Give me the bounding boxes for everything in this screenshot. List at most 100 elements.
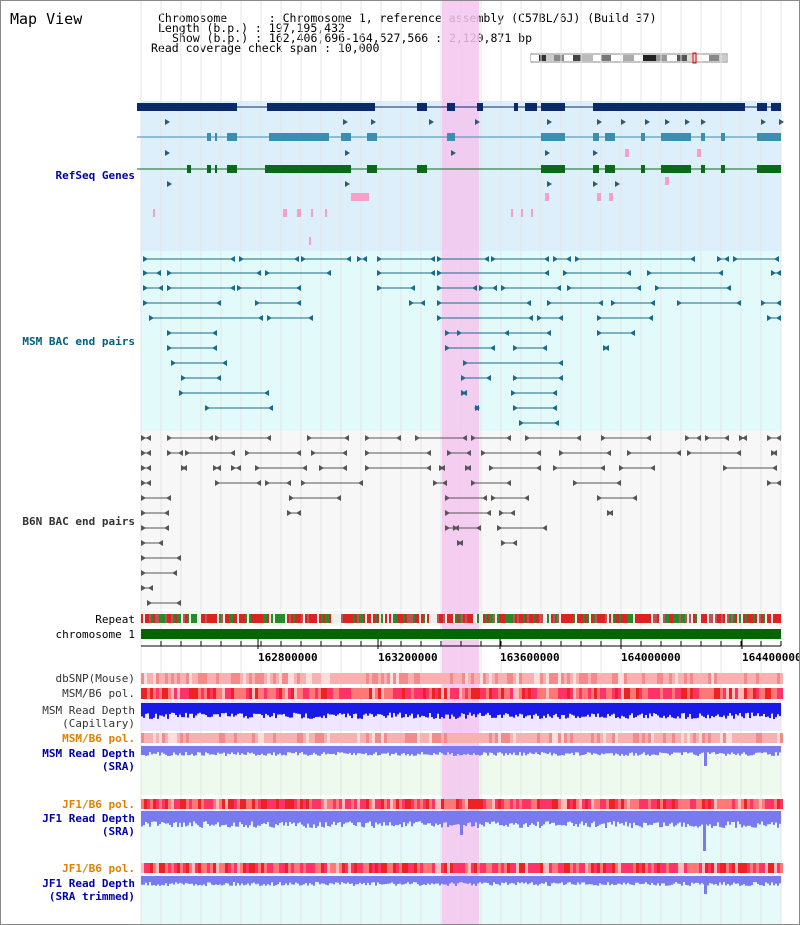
- depth-bar: [527, 703, 529, 716]
- bac-end-marker: [506, 435, 511, 441]
- depth-bar: [457, 746, 459, 754]
- heat-cell: [267, 799, 270, 809]
- depth-bar: [599, 746, 601, 756]
- repeat-segment: [225, 614, 227, 623]
- depth-bar: [281, 746, 283, 756]
- depth-bar: [409, 703, 411, 716]
- heat-cell: [693, 733, 696, 743]
- heat-cell: [453, 733, 456, 743]
- heat-cell: [615, 688, 618, 699]
- depth-bar: [165, 876, 167, 884]
- depth-bar: [749, 876, 751, 886]
- depth-bar: [739, 811, 741, 825]
- repeat-segment: [723, 614, 725, 623]
- depth-bar: [713, 703, 715, 718]
- depth-bar: [197, 811, 199, 826]
- repeat-segment: [555, 614, 557, 623]
- depth-bar: [735, 746, 737, 756]
- heat-cell: [642, 863, 645, 873]
- bac-end-marker: [724, 435, 729, 441]
- heat-cell: [705, 688, 708, 699]
- heat-cell: [672, 673, 675, 684]
- b6n-bac-track[interactable]: [141, 435, 781, 606]
- heat-cell: [249, 733, 252, 743]
- bac-end-marker: [146, 465, 151, 471]
- heat-cell: [162, 673, 165, 684]
- heat-cell: [498, 673, 501, 684]
- bac-end-marker: [627, 450, 632, 456]
- refseq-genes-track[interactable]: [137, 103, 784, 245]
- heat-cell: [183, 673, 186, 684]
- msm-bac-track-label[interactable]: MSM BAC end pairs: [22, 335, 135, 348]
- depth-bar: [377, 811, 379, 825]
- depth-bar: [291, 876, 293, 885]
- b6n-bac-track-label[interactable]: B6N BAC end pairs: [22, 515, 135, 528]
- heat-cell: [456, 673, 459, 684]
- heat-cell: [561, 733, 564, 743]
- depth-bar: [287, 811, 289, 826]
- depth-bar: [587, 811, 589, 827]
- depth-bar: [609, 876, 611, 886]
- heat-cell: [249, 799, 252, 809]
- heat-cell: [327, 688, 330, 699]
- heat-cell: [315, 799, 318, 809]
- heat-cell: [501, 799, 504, 809]
- depth-bar: [519, 876, 521, 884]
- repeat-segment: [439, 614, 441, 623]
- depth-bar: [421, 703, 423, 716]
- depth-bar: [503, 876, 505, 884]
- heat-cell: [771, 863, 774, 873]
- depth-bar: [235, 811, 237, 827]
- heat-cell: [210, 673, 213, 684]
- repeat-segment: [355, 614, 357, 623]
- heat-cell: [564, 688, 567, 699]
- heat-cell: [300, 733, 303, 743]
- depth-bar: [267, 703, 269, 716]
- depth-bar: [239, 811, 241, 823]
- depth-bar: [329, 876, 331, 884]
- depth-bar: [725, 876, 727, 886]
- heat-cell: [528, 673, 531, 684]
- depth-bar: [341, 811, 343, 827]
- repeat-segment: [767, 614, 769, 623]
- depth-bar: [415, 746, 417, 756]
- depth-bar: [199, 876, 201, 885]
- heat-cell: [186, 799, 189, 809]
- depth-bar: [237, 703, 239, 714]
- depth-bar: [579, 876, 581, 885]
- heat-cell: [687, 688, 690, 699]
- heat-cell: [546, 863, 549, 873]
- depth-bar: [479, 746, 481, 756]
- depth-bar: [197, 703, 199, 714]
- heat-cell: [750, 673, 753, 684]
- heat-cell: [297, 863, 300, 873]
- depth-bar: [581, 811, 583, 822]
- depth-bar: [451, 703, 453, 715]
- depth-bar: [661, 746, 663, 753]
- depth-bar: [457, 811, 459, 825]
- depth-bar: [403, 746, 405, 754]
- gene-exon: [269, 133, 329, 141]
- heat-cell: [528, 733, 531, 743]
- depth-bar: [569, 746, 571, 754]
- heat-cell: [210, 733, 213, 743]
- bac-end-marker: [458, 540, 463, 546]
- refseq-track-label[interactable]: RefSeq Genes: [55, 169, 135, 182]
- ideogram-band: [719, 55, 727, 61]
- depth-bar: [239, 876, 241, 886]
- depth-bar: [361, 876, 363, 885]
- depth-bar: [369, 746, 371, 755]
- heat-cell: [750, 799, 753, 809]
- heat-cell: [354, 673, 357, 684]
- heat-cell: [255, 863, 258, 873]
- msm-bac-track[interactable]: [143, 256, 781, 426]
- bac-end-marker: [307, 435, 312, 441]
- depth-bar: [321, 746, 323, 754]
- heat-cell: [363, 673, 366, 684]
- depth-bar: [415, 703, 417, 718]
- chromosome-ideogram[interactable]: [530, 52, 728, 64]
- repeat-segment: [319, 614, 321, 623]
- depth-bar: [441, 703, 443, 718]
- heat-cell: [729, 673, 732, 684]
- bac-end-marker: [676, 450, 681, 456]
